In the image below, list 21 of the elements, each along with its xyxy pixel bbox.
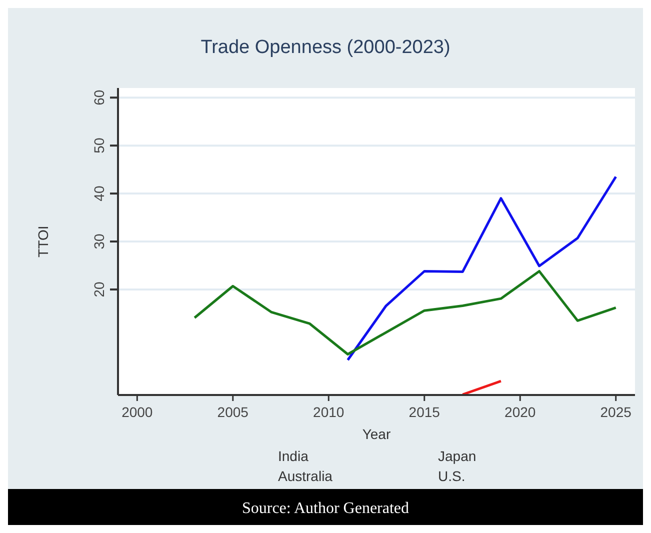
y-tick-label: 30 — [91, 234, 107, 250]
x-tick-label: 2020 — [504, 404, 536, 420]
y-tick-label: 50 — [91, 138, 107, 154]
text: U.S. — [438, 468, 466, 484]
x-tick-label: 2025 — [600, 404, 632, 420]
y-tick-label: 40 — [91, 186, 107, 202]
y-tick-label: 20 — [91, 281, 107, 298]
x-axis-title: Year — [362, 426, 391, 442]
text: India — [278, 448, 309, 464]
source-note: Source: Author Generated — [242, 500, 410, 517]
x-tick-label: 2010 — [313, 404, 344, 420]
line-series — [193, 270, 618, 356]
text: Japan — [438, 448, 476, 464]
chart-title: Trade Openness (2000-2023) — [200, 37, 450, 58]
x-tick-label: 2000 — [122, 404, 153, 420]
x-tick-label: 2005 — [217, 404, 249, 420]
x-tick-label: 2015 — [408, 404, 440, 420]
y-tick-label: 60 — [91, 90, 107, 106]
y-axis-title: TTOI — [35, 226, 51, 258]
text: Australia — [278, 468, 333, 484]
line-series — [346, 175, 618, 362]
